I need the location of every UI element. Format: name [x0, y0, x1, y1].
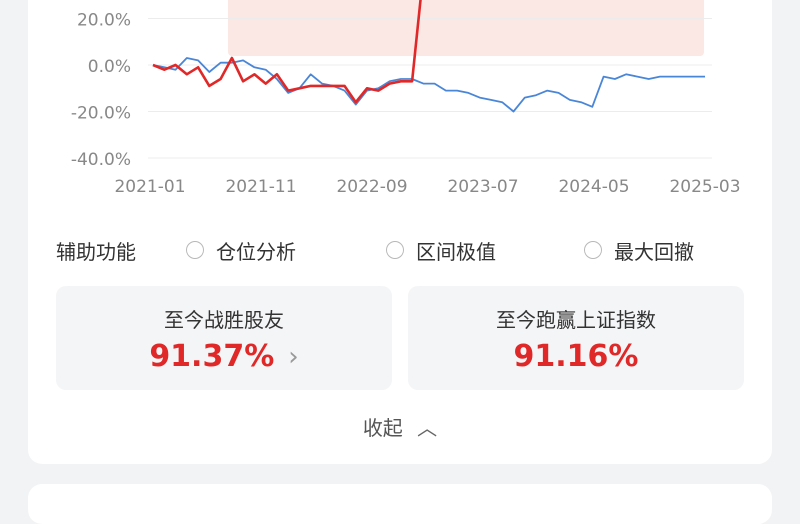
x-tick-label: 2021-01 — [114, 177, 185, 197]
stat-value: 91.16% — [513, 339, 639, 374]
radio-icon[interactable] — [186, 241, 204, 259]
y-tick-label: 0.0% — [88, 57, 131, 77]
chevron-right-icon[interactable]: › — [288, 341, 299, 372]
series-line-benchmark — [152, 57, 705, 113]
option-position-analysis[interactable]: 仓位分析 — [186, 236, 296, 265]
chevron-up-icon: ︿ — [417, 416, 438, 440]
option-range-extreme[interactable]: 区间极值 — [386, 236, 496, 265]
option-label: 区间极值 — [416, 239, 496, 264]
stat-title: 至今跑赢上证指数 — [496, 308, 656, 332]
y-tick-label: 20.0% — [77, 11, 131, 31]
y-tick-label: -40.0% — [71, 150, 131, 170]
option-label: 仓位分析 — [216, 239, 296, 264]
x-tick-label: 2023-07 — [447, 177, 518, 197]
x-tick-label: 2024-05 — [558, 177, 629, 197]
y-tick-label: -20.0% — [71, 104, 131, 124]
collapse-button[interactable]: 收起 ︿ — [0, 412, 800, 441]
stat-beat-users[interactable]: 至今战胜股友 91.37% › — [56, 286, 392, 390]
collapse-label: 收起 — [362, 416, 403, 440]
stat-title: 至今战胜股友 — [164, 308, 284, 332]
series-line-portfolio — [152, 0, 422, 104]
assist-label: 辅助功能 — [56, 239, 136, 264]
x-tick-label: 2021-11 — [225, 177, 296, 197]
watermark-logo — [228, 0, 704, 56]
x-tick-label: 2022-09 — [336, 177, 407, 197]
return-chart[interactable]: 20.0% 0.0% -20.0% -40.0% 2021-01 2021-11 2022-… — [0, 0, 800, 200]
option-label: 最大回撤 — [614, 239, 694, 264]
next-card — [28, 484, 772, 524]
option-max-drawdown[interactable]: 最大回撤 — [584, 236, 694, 265]
radio-icon[interactable] — [386, 241, 404, 259]
assist-tools: 辅助功能 仓位分析 区间极值 最大回撤 — [56, 232, 736, 268]
x-tick-label: 2025-03 — [669, 177, 740, 197]
stat-beat-index: 至今跑赢上证指数 91.16% — [408, 286, 744, 390]
radio-icon[interactable] — [584, 241, 602, 259]
stat-value: 91.37% — [149, 339, 275, 374]
